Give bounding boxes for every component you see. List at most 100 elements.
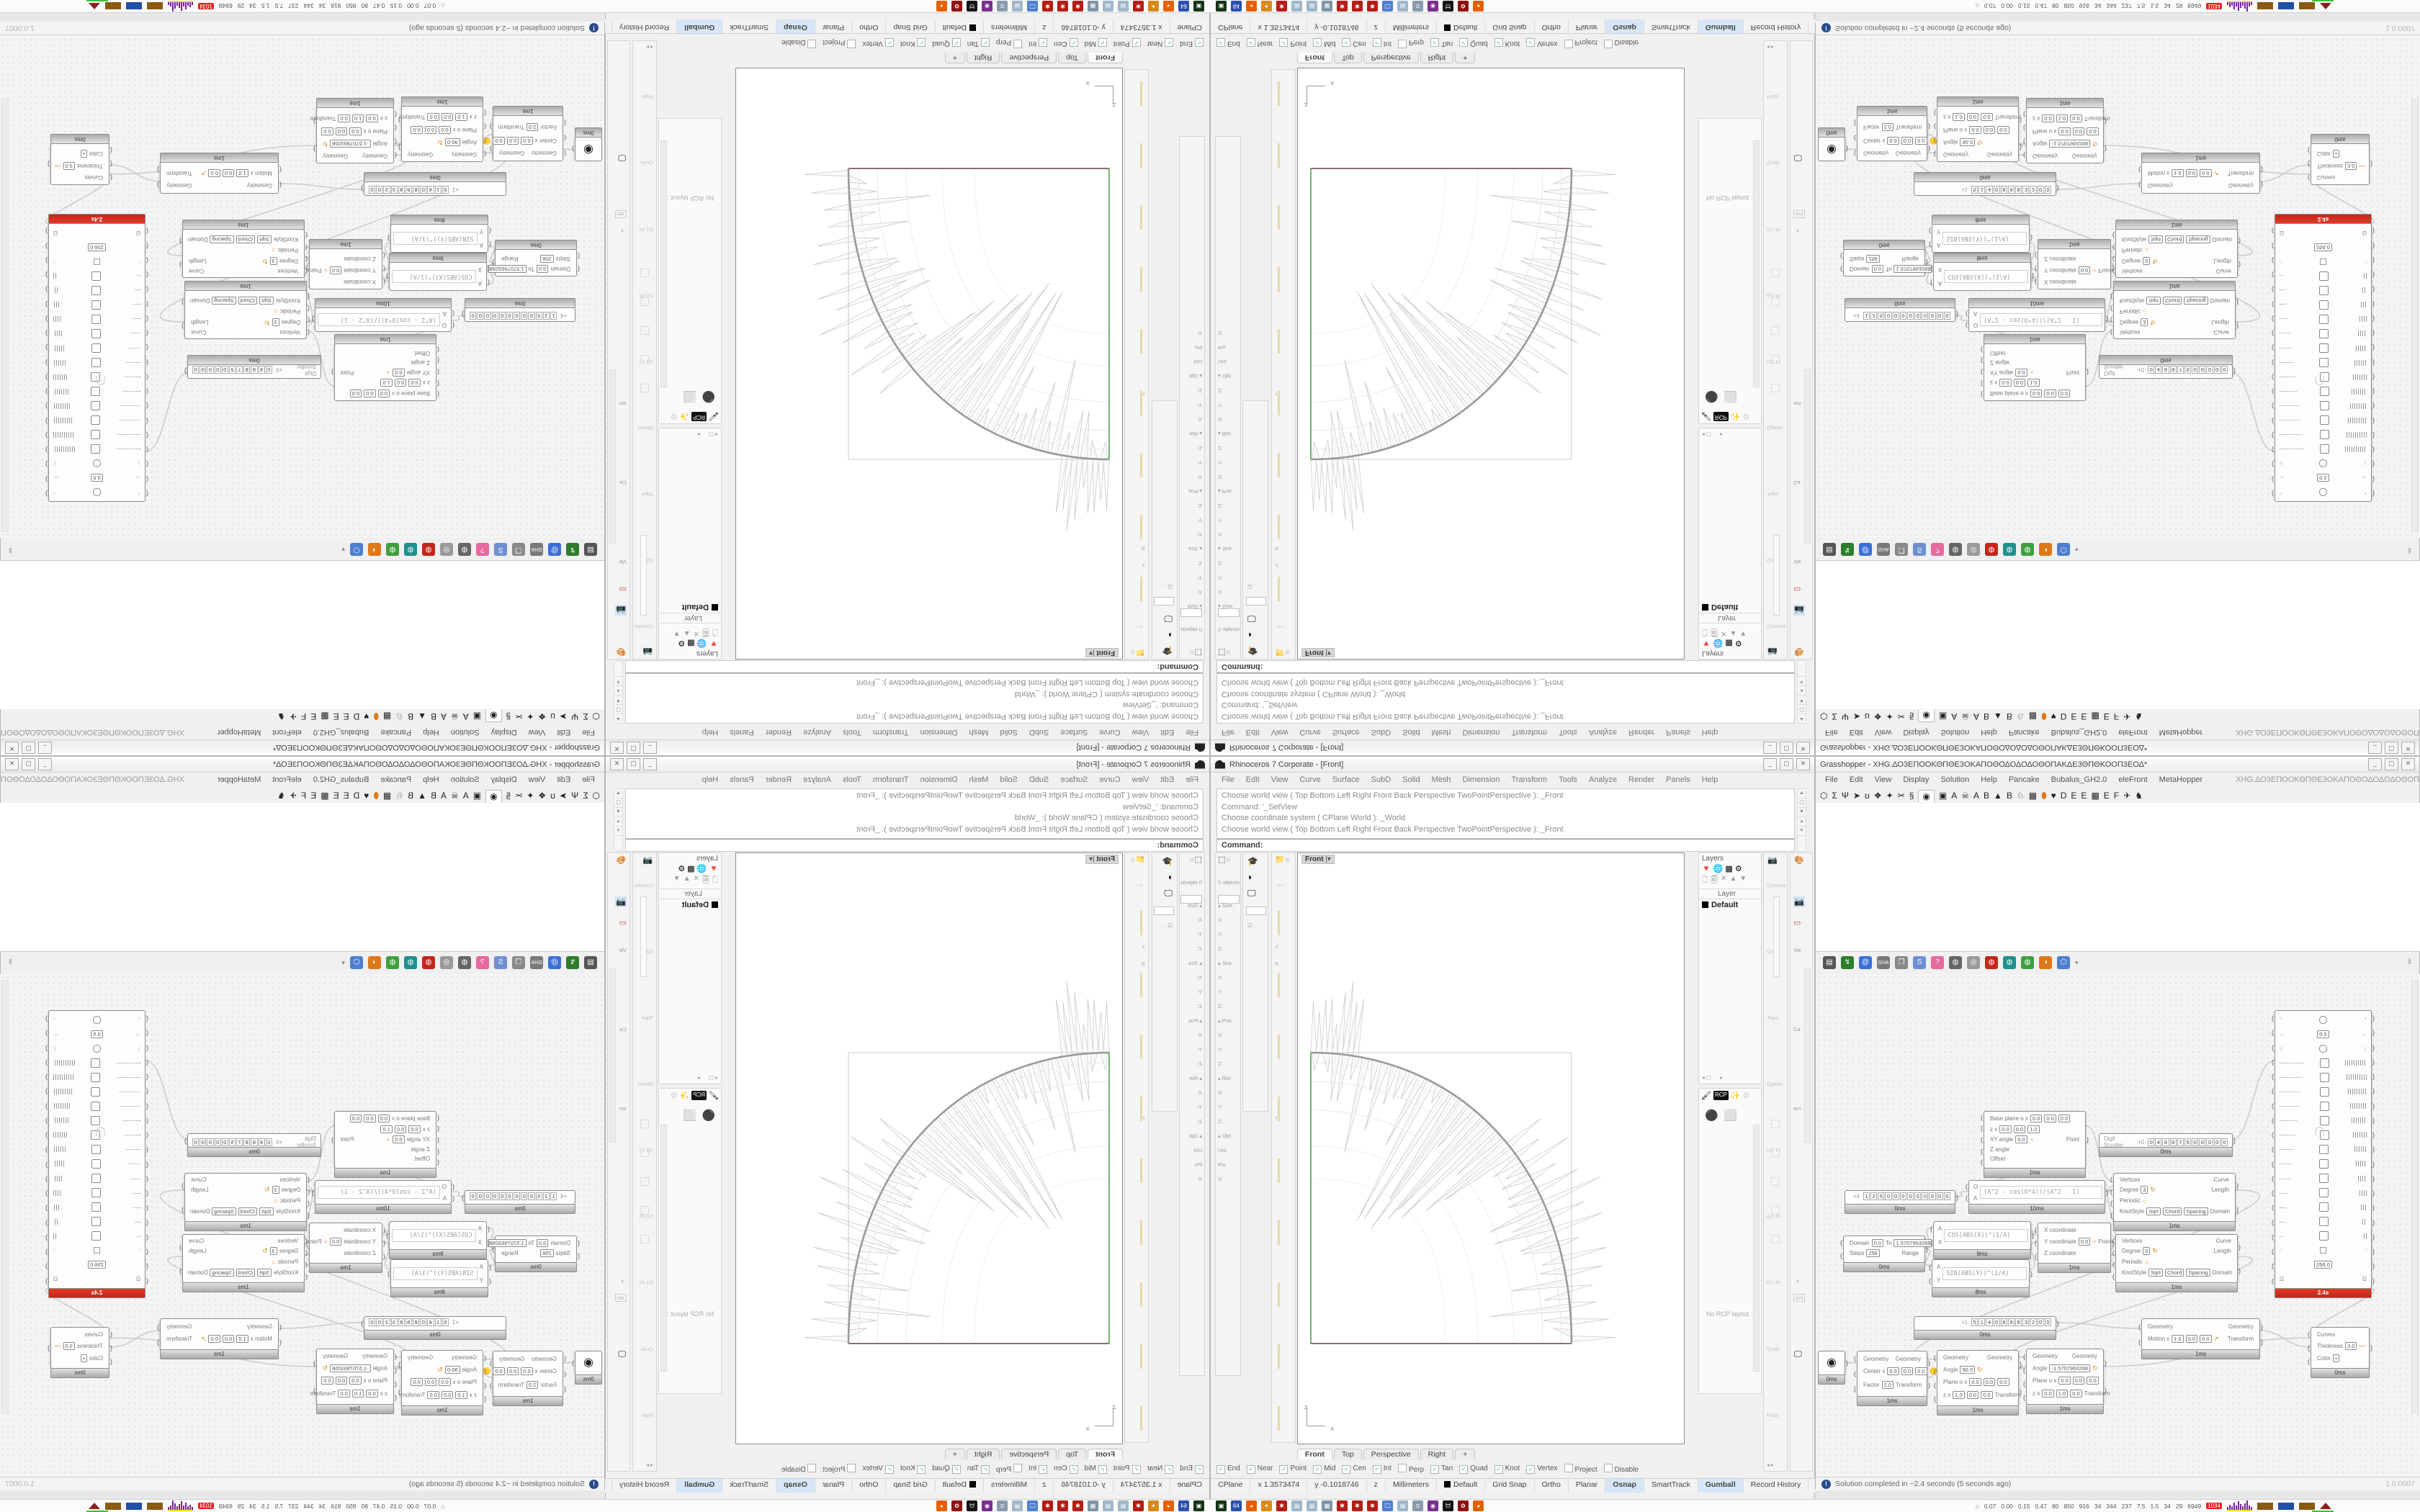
notes-icon[interactable]: ▤ xyxy=(1012,1500,1023,1511)
gh-canvas[interactable]: ◉) 0ms Geometry Geometry Center x 0.0 0.0 0.0 🟡 F… xyxy=(0,35,604,538)
input-port[interactable]: ( xyxy=(2272,373,2274,381)
gh-category-tab[interactable]: E xyxy=(343,791,349,801)
input-port[interactable]: ( xyxy=(2272,402,2274,410)
search-icon[interactable]: S xyxy=(494,543,507,556)
rhino-menu-subd[interactable]: SubD xyxy=(1028,775,1049,784)
input-port[interactable]: ( xyxy=(437,379,439,387)
output-port[interactable]: ) xyxy=(331,369,333,376)
digit-cell[interactable]: 0 xyxy=(1899,1192,1906,1200)
digit-cell[interactable]: 0 xyxy=(221,1138,228,1146)
rhino-menu-analyze[interactable]: Analyze xyxy=(802,728,832,737)
scroll-button[interactable]: ▾ xyxy=(1798,827,1806,836)
input-port[interactable]: ( xyxy=(1930,1225,1932,1233)
input-port[interactable]: ( xyxy=(1981,391,1983,399)
digit-cell[interactable]: 0 xyxy=(376,1318,383,1326)
save64-icon[interactable]: 64 xyxy=(1178,1500,1189,1511)
status-cell-osnap[interactable]: Osnap xyxy=(1605,19,1644,33)
gh-category-tab[interactable]: B xyxy=(2006,791,2012,801)
output-port[interactable]: ) xyxy=(1956,311,1958,318)
input-port[interactable]: ( xyxy=(146,1131,148,1139)
input-port[interactable]: ( xyxy=(146,1116,148,1124)
panel-checkbox[interactable] xyxy=(2319,1101,2329,1111)
camera-icon[interactable]: 📷 xyxy=(1793,605,1805,616)
value-box[interactable]: Sqrt xyxy=(259,1207,274,1215)
output-port[interactable]: ) xyxy=(2372,1262,2375,1270)
folder-icon[interactable]: 📁⚙ xyxy=(1275,648,1290,657)
value-box[interactable]: 0.0 xyxy=(321,1377,333,1385)
digit-cell[interactable]: 2 xyxy=(542,1192,550,1200)
rhino-menu-subd[interactable]: SubD xyxy=(1371,775,1392,784)
rhino-menu-analyze[interactable]: Analyze xyxy=(1588,728,1618,737)
output-port[interactable]: ) xyxy=(2236,1182,2238,1189)
gh-category-tab[interactable]: ▣ xyxy=(472,791,482,801)
pipeline-node[interactable]: ◉) 0ms xyxy=(1818,127,1848,161)
gh-category-tab[interactable]: ♞ xyxy=(2135,711,2143,721)
notepad-icon-2[interactable]: ▤ xyxy=(1307,1,1317,12)
output-port[interactable]: ) xyxy=(1928,1381,1930,1389)
gh-category-tab[interactable]: ✂ xyxy=(1897,791,1905,801)
rhino-menu-edit[interactable]: Edit xyxy=(1160,728,1175,737)
command-scrollbar[interactable]: ▲ ▢ ▼ ▴ ▾ xyxy=(614,788,623,852)
input-port[interactable]: ( xyxy=(383,252,385,260)
digit-cell[interactable]: 0 xyxy=(2037,186,2044,194)
input-port[interactable]: ( xyxy=(146,344,148,352)
gha-icon[interactable]: GHA xyxy=(1877,543,1890,556)
output-port[interactable]: ) xyxy=(490,123,492,131)
gh-category-tab[interactable]: § xyxy=(1909,791,1914,801)
digit-cell[interactable]: 2 xyxy=(383,186,390,194)
gh-category-tab[interactable]: ♞ xyxy=(277,711,285,721)
rhino-menu-surface[interactable]: Surface xyxy=(1060,775,1088,784)
close-button[interactable]: ✕ xyxy=(1796,758,1810,770)
input-port[interactable]: ( xyxy=(2272,1248,2274,1256)
osnap-toggle-mid[interactable]: ✓Mid xyxy=(1313,38,1335,48)
range-node[interactable]: Domain 0.0 To 1.5707963268 Steps 256 Range(() 0… xyxy=(487,1236,580,1272)
expression-text[interactable]: SIN(ABS(Y))^(1/A) xyxy=(393,232,478,245)
panel-checkbox[interactable] xyxy=(2320,444,2329,454)
construct-point-node[interactable]: X coordinate Y coordinate 0.0 ⑂ Point Z coord… xyxy=(2035,239,2114,289)
input-port[interactable]: ( xyxy=(279,181,282,189)
rhino-menu-render[interactable]: Render xyxy=(765,775,792,784)
digit-cell[interactable]: 8 xyxy=(243,1138,251,1146)
input-port[interactable]: ( xyxy=(1981,1158,1983,1166)
digit-cell[interactable]: 0 xyxy=(484,1192,491,1200)
panel-checkbox[interactable] xyxy=(91,401,101,411)
output-port[interactable]: ) xyxy=(2372,461,2375,469)
panel-checkbox[interactable] xyxy=(91,1072,101,1082)
range-node[interactable]: Domain 0.0 To 1.5707963268 Steps 256 Range(() 0… xyxy=(487,240,580,276)
rhino-menu-help[interactable]: Help xyxy=(702,775,719,784)
viewport-tab-perspective[interactable]: Perspective xyxy=(1363,53,1419,63)
gh-category-tab[interactable]: B xyxy=(1984,711,1990,721)
status-cell-gumball[interactable]: Gumball xyxy=(676,1479,722,1493)
digit-scroller-row[interactable]: +4 1 2 5 0 0 0 0 0 0 0 0 0 xyxy=(465,1191,575,1202)
output-port[interactable]: ) xyxy=(157,181,159,189)
front-viewport[interactable]: Front |▾ z x xyxy=(735,852,1123,1444)
cylinder-teal-icon[interactable]: ◍ xyxy=(404,543,417,556)
value-box[interactable]: 0.0 xyxy=(2185,169,2198,178)
status-cell-default[interactable]: Default xyxy=(934,19,983,33)
gh-category-tab[interactable]: ⬮ xyxy=(2041,790,2047,801)
digit-cell[interactable]: 0 xyxy=(369,186,376,194)
panel-speaker-icon[interactable]: ▤ xyxy=(1823,956,1836,969)
rhino-menu-render[interactable]: Render xyxy=(1628,775,1655,784)
gh-category-tab[interactable]: A xyxy=(440,711,447,721)
gh-category-tab[interactable]: E xyxy=(343,711,349,721)
digit-cell[interactable]: 7 xyxy=(236,366,243,374)
gh-category-tab[interactable]: ☠ xyxy=(1961,791,1970,801)
layers-tool-button[interactable]: ▲ xyxy=(1729,875,1737,883)
output-port[interactable]: ) xyxy=(2236,323,2238,330)
viewport-tab-top[interactable]: Top xyxy=(1333,1449,1362,1459)
digit-cell[interactable]: 0 xyxy=(2044,1318,2051,1326)
value-box[interactable]: 0.0 xyxy=(1887,136,1899,145)
output-port[interactable]: ) xyxy=(2372,1248,2375,1256)
value-box[interactable]: Chord xyxy=(236,235,255,244)
osnap-toggle-int[interactable]: ✓Int xyxy=(1028,1464,1048,1474)
digit-cell[interactable]: 2 xyxy=(1870,312,1878,320)
pipeline-node[interactable]: ◉) 0ms xyxy=(1818,1351,1848,1385)
gh-canvas[interactable]: ◉) 0ms Geometry Geometry Center x 0.0 0.0 0.0 🟡 F… xyxy=(1816,974,2420,1477)
toolbar-dropdown-icon[interactable]: ▾ xyxy=(2075,958,2079,966)
status-cell-default[interactable]: Default xyxy=(934,1479,983,1493)
gh-category-tab[interactable]: Ψ xyxy=(1841,791,1849,801)
input-port[interactable]: ( xyxy=(2272,1029,2274,1037)
notepad-icon-1[interactable]: ▤ xyxy=(1118,1,1129,12)
gh-menu-metahopper[interactable]: MetaHopper xyxy=(2159,775,2203,784)
